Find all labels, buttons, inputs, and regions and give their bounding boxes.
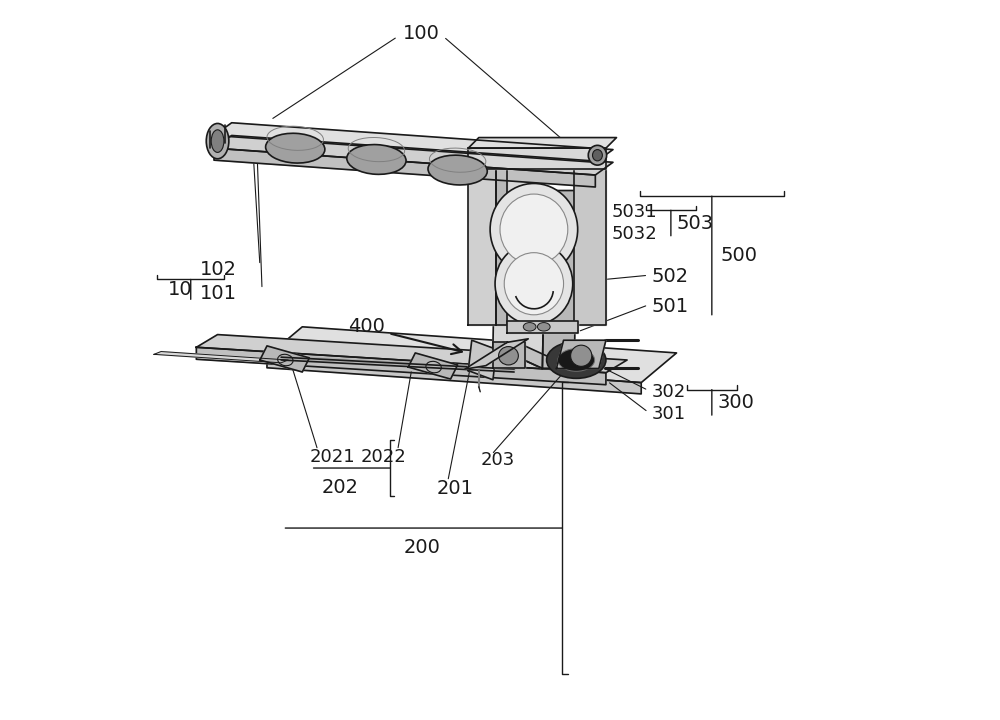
Polygon shape: [468, 138, 617, 148]
Text: 5032: 5032: [612, 225, 657, 243]
Text: 5031: 5031: [612, 203, 657, 221]
Ellipse shape: [499, 346, 518, 365]
Text: 301: 301: [652, 405, 686, 423]
Ellipse shape: [495, 243, 573, 325]
Ellipse shape: [571, 345, 592, 366]
Ellipse shape: [588, 145, 607, 165]
Text: 2021: 2021: [309, 448, 355, 466]
Polygon shape: [214, 148, 595, 187]
Text: 102: 102: [200, 260, 237, 279]
Polygon shape: [468, 148, 606, 169]
Text: 201: 201: [436, 479, 473, 498]
Polygon shape: [267, 356, 641, 394]
Polygon shape: [260, 346, 309, 372]
Text: 503: 503: [677, 214, 714, 233]
Ellipse shape: [500, 194, 568, 265]
Text: 502: 502: [652, 267, 689, 286]
Polygon shape: [468, 341, 496, 379]
Polygon shape: [214, 135, 613, 175]
Ellipse shape: [593, 150, 602, 161]
Text: 203: 203: [480, 451, 514, 469]
Polygon shape: [507, 321, 578, 333]
Text: 501: 501: [652, 297, 689, 316]
Ellipse shape: [211, 130, 224, 153]
Ellipse shape: [547, 342, 606, 378]
Ellipse shape: [523, 323, 536, 331]
Polygon shape: [196, 347, 606, 384]
Polygon shape: [267, 327, 677, 382]
Polygon shape: [468, 169, 496, 325]
Ellipse shape: [428, 156, 487, 185]
Text: 202: 202: [322, 477, 359, 497]
Text: 101: 101: [200, 284, 237, 303]
Polygon shape: [574, 169, 606, 325]
Polygon shape: [408, 353, 458, 379]
Text: 302: 302: [652, 383, 686, 401]
Polygon shape: [542, 191, 578, 369]
Text: 500: 500: [720, 246, 757, 265]
Ellipse shape: [504, 253, 564, 315]
Ellipse shape: [206, 123, 229, 158]
Ellipse shape: [537, 323, 550, 331]
Ellipse shape: [266, 133, 325, 163]
Polygon shape: [465, 339, 528, 369]
Polygon shape: [493, 342, 525, 369]
Ellipse shape: [558, 348, 595, 372]
Polygon shape: [154, 351, 288, 363]
Polygon shape: [493, 346, 574, 369]
Polygon shape: [493, 168, 546, 369]
Ellipse shape: [347, 145, 406, 174]
Text: 10: 10: [168, 280, 193, 299]
Polygon shape: [556, 341, 606, 369]
Polygon shape: [196, 335, 627, 373]
Text: 2022: 2022: [360, 448, 406, 466]
Ellipse shape: [490, 184, 578, 275]
Polygon shape: [496, 169, 507, 325]
Text: 400: 400: [348, 317, 385, 336]
Text: 300: 300: [717, 393, 754, 412]
Text: 100: 100: [402, 24, 439, 43]
Polygon shape: [214, 122, 613, 162]
Text: 200: 200: [404, 538, 441, 557]
